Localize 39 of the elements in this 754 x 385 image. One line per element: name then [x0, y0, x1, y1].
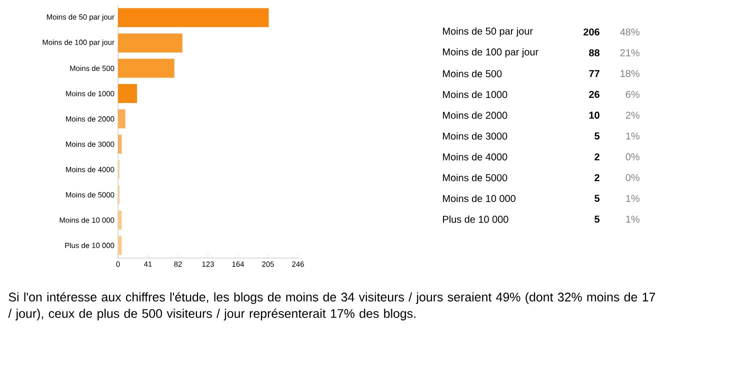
text: 21%: [620, 49, 640, 56]
text: 2%: [626, 112, 640, 119]
category-label: Moins de 1000: [443, 90, 508, 98]
category-label: Moins de 5000: [443, 174, 508, 182]
text: 1%: [626, 216, 640, 223]
data-label: 10: [589, 112, 600, 119]
data-label: 77: [589, 70, 600, 78]
data-label: 26: [589, 90, 600, 98]
category-label: Plus de 10 000: [443, 216, 508, 223]
data-label: 206: [584, 28, 600, 36]
data-label: 2: [594, 153, 600, 160]
category-label: Moins de 100 par jour: [443, 48, 538, 58]
text: 48%: [620, 28, 640, 36]
text: 18%: [620, 70, 640, 78]
text: 1%: [626, 132, 640, 140]
category-label: Moins de 3000: [443, 132, 508, 140]
data-label: 2: [594, 174, 600, 182]
bar: [118, 84, 138, 104]
category-label: Moins de 4000: [443, 153, 508, 160]
category-label: Moins de 500: [443, 70, 502, 78]
bar: [118, 8, 269, 28]
category-label: Moins de 10 000: [443, 194, 516, 202]
bar: [118, 210, 122, 230]
bar: [118, 33, 182, 52]
bar: [118, 236, 122, 255]
text: 0%: [626, 174, 640, 182]
text: 1%: [626, 194, 640, 202]
text: Si l'on intéresse aux chiffres l'étude, les blogs de moins de 34 visiteurs / jours seraient 49% (dont 32% moins de 17 / jour), ceux de plus de 500 visiteurs / jour représenterait 17% des blogs.: [8, 292, 656, 320]
category-label: Moins de 50 par jour: [443, 27, 533, 37]
data-label: 5: [594, 216, 600, 223]
bar: [118, 58, 174, 78]
data-label: 5: [594, 132, 600, 140]
text: 6%: [626, 90, 640, 98]
bar: [118, 134, 122, 154]
text: 0%: [626, 153, 640, 160]
data-label: 5: [594, 194, 600, 202]
data-label: 88: [589, 49, 600, 56]
bar: [118, 109, 126, 128]
category-label: Moins de 2000: [443, 112, 508, 119]
